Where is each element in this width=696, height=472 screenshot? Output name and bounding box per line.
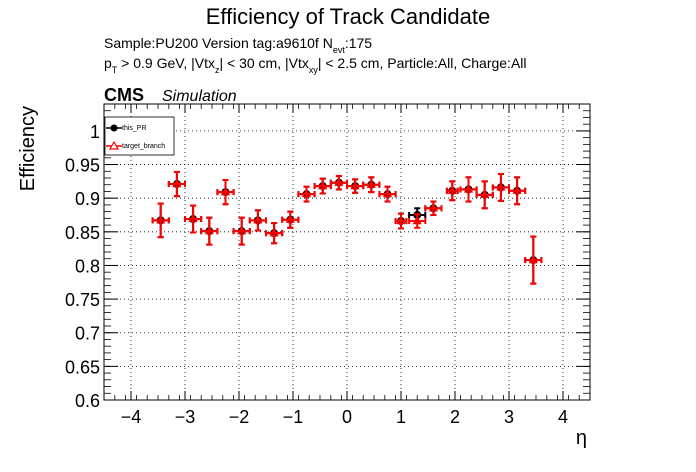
info-sample-version: Sample:PU200 Version tag:a9610f N — [104, 35, 333, 51]
chart-title: Efficiency of Track Candidate — [206, 4, 491, 29]
x-tick-label: 3 — [504, 407, 514, 427]
y-axis-label: Efficiency — [17, 106, 39, 191]
data-point — [285, 214, 295, 223]
data-point — [172, 178, 182, 188]
data-point — [237, 225, 247, 235]
info-nevt-value: :175 — [345, 35, 372, 51]
data-point — [412, 215, 422, 225]
info-cut-a: > 0.9 GeV, |Vtx — [117, 55, 215, 71]
data-point — [512, 185, 522, 194]
data-point — [334, 177, 344, 186]
y-tick-label: 1 — [90, 122, 100, 142]
data-point — [496, 182, 506, 191]
data-point — [253, 215, 263, 224]
grid — [104, 104, 590, 401]
data-point — [480, 189, 490, 198]
legend-label-target-branch: target_branch — [122, 143, 165, 150]
x-axis-label: η — [576, 427, 587, 449]
info-nevt-sub: evt — [333, 45, 346, 55]
info-cut-b: | < 30 cm, |Vtx — [219, 55, 308, 71]
x-tick-label: 1 — [396, 407, 406, 427]
data-point — [396, 215, 406, 225]
legend: this_PR target_branch — [104, 116, 175, 156]
x-tick-label: −2 — [229, 407, 250, 427]
data-point — [318, 180, 328, 190]
x-tick-label: −4 — [121, 407, 142, 427]
data-point — [188, 213, 198, 223]
x-tick-label: 4 — [558, 407, 568, 427]
info-vtxz-sub: z — [215, 65, 220, 75]
data-point — [350, 180, 360, 190]
data-point — [301, 188, 312, 198]
y-tick-label: 0.95 — [65, 156, 100, 176]
y-tick-label: 0.7 — [75, 324, 100, 344]
info-cut-c: | < 2.5 cm, Particle:All, Charge:All — [318, 55, 527, 71]
data-point — [463, 184, 474, 193]
y-tick-label: 0.6 — [75, 391, 100, 411]
y-tick-label: 0.85 — [65, 223, 100, 243]
data-point — [156, 215, 166, 224]
data-point — [528, 254, 538, 264]
info-vtxxy-sub: xy — [309, 65, 319, 75]
cms-label: CMS — [104, 85, 144, 105]
legend-marker-target-branch — [108, 140, 120, 150]
data-point — [382, 188, 393, 198]
data-point — [447, 185, 457, 194]
legend-label-this-pr: this_PR — [122, 125, 147, 132]
x-tick-label: −3 — [175, 407, 196, 427]
y-tick-label: 0.9 — [75, 189, 100, 209]
legend-marker-this-pr — [110, 124, 118, 132]
data-series — [151, 170, 543, 285]
x-tick-label: −1 — [283, 407, 304, 427]
x-tick-label: 0 — [342, 407, 352, 427]
y-tick-label: 0.8 — [75, 256, 100, 276]
data-point — [220, 186, 231, 196]
y-tick-label: 0.65 — [65, 357, 100, 377]
data-point — [428, 202, 438, 212]
y-tick-label: 0.75 — [65, 290, 100, 310]
data-point — [269, 227, 279, 237]
axis-tick-labels: −4 −3 −2 −1 0 1 2 3 4 0.6 0.65 0.7 0.75 0.8 0.85 0.9 0.9… — [65, 122, 568, 427]
x-tick-label: 2 — [450, 407, 460, 427]
info-line-2: pT > 0.9 GeV, |Vtxz| < 30 cm, |Vtxxy| < … — [104, 55, 527, 75]
data-point — [366, 179, 376, 188]
info-line-1: Sample:PU200 Version tag:a9610f Nevt:175 — [104, 35, 372, 55]
series-target-branch — [151, 170, 543, 285]
info-pt: p — [104, 55, 112, 71]
data-point — [204, 225, 214, 235]
info-pt-sub: T — [112, 65, 118, 75]
simulation-label: Simulation — [162, 88, 237, 105]
